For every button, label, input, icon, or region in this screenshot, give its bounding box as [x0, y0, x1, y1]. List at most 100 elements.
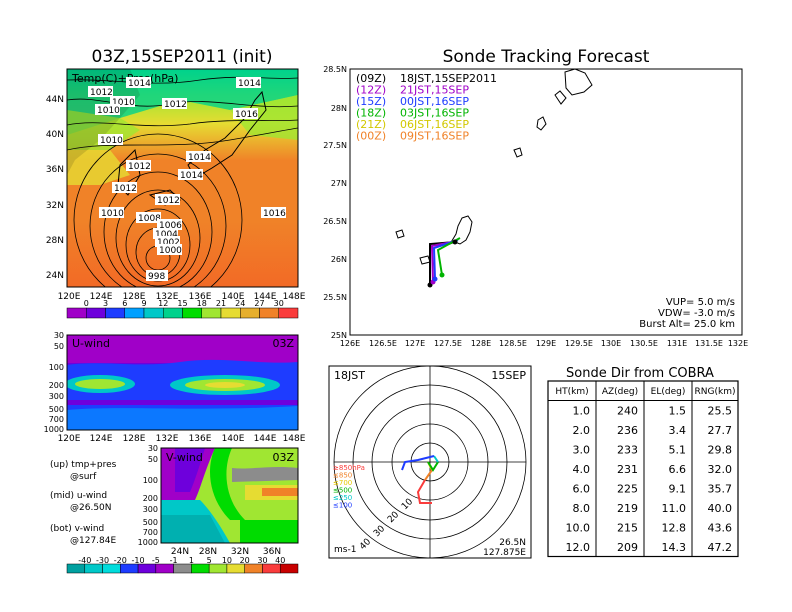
svg-text:1010: 1010: [101, 209, 124, 219]
svg-text:1014: 1014: [238, 79, 261, 89]
table-cell: 29.8: [708, 444, 733, 457]
v-wind-time: 03Z: [272, 451, 294, 464]
tracking-lat-ticks: 28.5N 28N 27.5N 27N 26.5N 26N 25.5N 25N: [323, 65, 347, 340]
lon-tick: 132E: [728, 339, 748, 348]
colorbar-swatch: [124, 307, 145, 319]
lat-tick: 32N: [46, 201, 64, 211]
table-cell: 43.6: [708, 522, 733, 535]
isobar-label: 1016: [233, 108, 258, 120]
colorbar-label: 15: [177, 299, 187, 308]
note-mid: (mid) u-wind: [50, 491, 107, 501]
note-mid-2: @26.50N: [70, 503, 112, 513]
colorbar-swatch: [137, 563, 157, 574]
table-cell: 9.1: [669, 483, 687, 496]
v-wind-y-ticks: 30 50 100 200 300 500 700 1000: [138, 444, 158, 547]
colorbar-swatch: [220, 307, 241, 319]
u-wind-label: U-wind: [72, 337, 110, 350]
hodograph-unit: ms-1: [334, 545, 356, 555]
hodograph-level-label: ≤100: [333, 502, 352, 510]
svg-text:1012: 1012: [90, 88, 113, 98]
lat-tick: 24N: [46, 271, 64, 281]
lon-tick: 120E: [58, 292, 81, 302]
lon-tick: 127E: [405, 339, 425, 348]
colorbar-swatch: [182, 307, 202, 319]
colorbar-swatch: [262, 563, 281, 574]
hodograph-trace: [401, 455, 439, 504]
u-wind-y-ticks: 30 50 100 200 300 500 700 1000: [44, 331, 64, 434]
table-cell: 12.0: [566, 541, 591, 554]
lon-tick: 144E: [254, 292, 277, 302]
legend-code: (18Z): [356, 107, 386, 120]
svg-text:1012: 1012: [157, 196, 180, 206]
table-cell: 231: [617, 463, 638, 476]
legend-text: 00JST,16SEP: [400, 95, 469, 108]
colorbar-swatch: [105, 307, 125, 319]
isobar-label: 1012: [155, 194, 180, 206]
colorbar-label: 18: [197, 299, 207, 308]
svg-text:1014: 1014: [180, 171, 203, 181]
hodograph-levels: ≥850hPa≤850≤700≤500≤250≤100: [333, 464, 365, 510]
y-tick: 200: [143, 494, 158, 503]
table-cell: 25.5: [708, 405, 733, 418]
hodograph-rings: [333, 365, 527, 559]
sonde-tracks: [429, 237, 461, 285]
lat-tick: 40N: [46, 130, 64, 140]
svg-text:1016: 1016: [263, 209, 286, 219]
colorbar-label: 30: [274, 299, 284, 308]
colorbar-label: 1: [189, 556, 194, 565]
table-header: RNG(km): [695, 387, 736, 397]
hodograph-level-label: ≤250: [333, 494, 352, 502]
svg-text:1014: 1014: [188, 153, 211, 163]
v-wind-frame: [160, 447, 299, 544]
isobar-label: 1012: [112, 182, 137, 194]
lat-tick: 26N: [331, 255, 347, 264]
tracking-frame: [349, 68, 743, 336]
table-cell: 3.0: [573, 444, 591, 457]
isobar-labels: 1014 1014 1012 1010 1010 1012 1016 1010 …: [88, 77, 286, 282]
legend-text: 09JST,16SEP: [400, 130, 469, 143]
v-wind-panel: [161, 448, 298, 543]
colorbar-swatch: [201, 307, 222, 319]
table-cell: 11.0: [662, 502, 687, 515]
colorbar-label: 0: [84, 299, 89, 308]
colorbar-swatch: [259, 307, 279, 319]
isobar-label: 1006: [157, 219, 182, 231]
map-frame: [66, 68, 299, 288]
hodograph-level-label: ≤850: [333, 472, 352, 480]
param-vup: VUP= 5.0 m/s: [666, 297, 735, 308]
legend-code: (12Z): [356, 84, 386, 97]
colorbar-label: 10: [222, 556, 232, 565]
colorbar-label: -1: [170, 556, 178, 565]
colorbar-label: -10: [132, 556, 145, 565]
isobar-label: 1012: [162, 98, 187, 110]
lon-tick: 128E: [123, 292, 146, 302]
colorbar-swatch: [240, 307, 260, 319]
lat-tick: 27.5N: [323, 141, 347, 150]
svg-text:1010: 1010: [100, 136, 123, 146]
isobar-label: 998: [146, 270, 168, 282]
lon-tick: 129.5E: [565, 339, 593, 348]
colorbar-swatch: [86, 307, 106, 319]
lon-tick: 128E: [471, 339, 491, 348]
table-cell: 27.7: [708, 424, 733, 437]
table-cell: 240: [617, 405, 638, 418]
table-cell: 14.3: [662, 541, 687, 554]
table-cell: 215: [617, 522, 638, 535]
svg-text:1010: 1010: [97, 106, 120, 116]
y-tick: 700: [49, 415, 64, 424]
isobar-label: 1012: [88, 86, 113, 98]
map-title: 03Z,15SEP2011 (init): [92, 47, 273, 67]
hodograph-lat: 26.5N: [499, 538, 526, 548]
table-cell: 225: [617, 483, 638, 496]
lon-tick: 128.5E: [499, 339, 527, 348]
isobar-label: 1010: [95, 104, 120, 116]
lat-tick: 27N: [331, 179, 347, 188]
x-tick: 36N: [263, 547, 281, 557]
svg-text:1006: 1006: [159, 221, 182, 231]
lon-tick: 131.5E: [695, 339, 723, 348]
colorbar-swatch: [278, 307, 299, 319]
x-tick: 32N: [231, 547, 249, 557]
legend-text: 18JST,15SEP2011: [400, 72, 497, 85]
legend-text: 03JST,16SEP: [400, 107, 469, 120]
